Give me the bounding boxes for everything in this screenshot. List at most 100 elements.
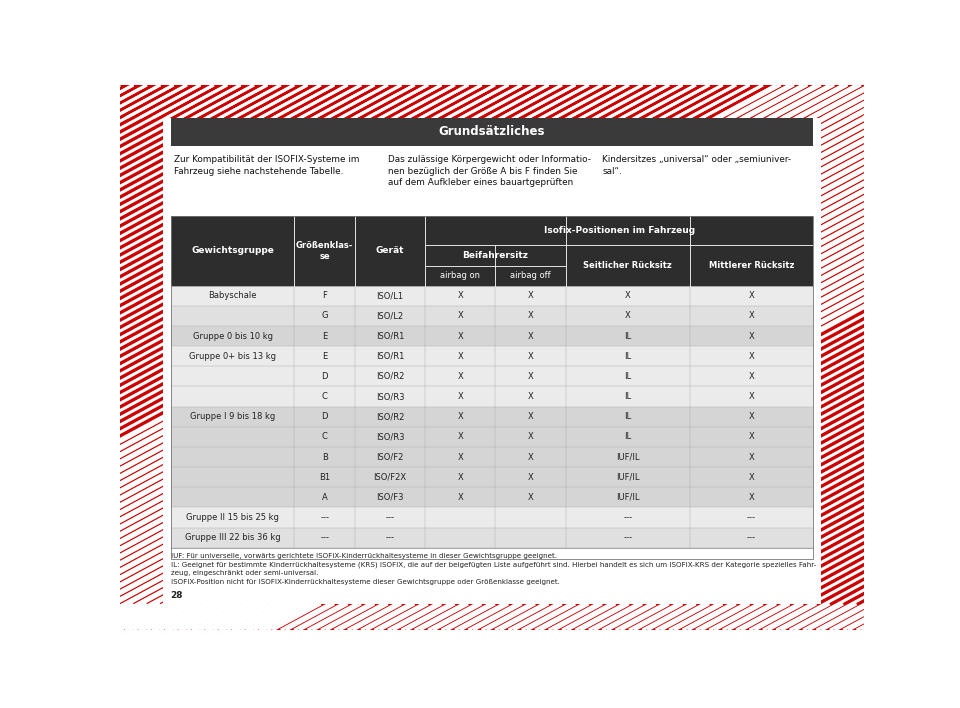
Text: F: F [323,291,327,300]
Text: A: A [322,493,327,502]
Text: X: X [528,331,534,341]
Text: X: X [625,291,631,300]
Text: Gerät: Gerät [375,246,404,255]
Text: X: X [457,392,463,401]
Text: ISO/R3: ISO/R3 [375,433,404,441]
Text: Grundsätzliches: Grundsätzliches [439,125,545,138]
Text: X: X [457,473,463,481]
Text: ISO/R1: ISO/R1 [375,352,404,360]
Text: X: X [528,433,534,441]
Text: X: X [749,473,755,481]
Text: ---: --- [320,533,329,542]
Text: ISO/R1: ISO/R1 [375,331,404,341]
Text: X: X [749,352,755,360]
Text: ---: --- [623,533,632,542]
Text: ---: --- [747,533,756,542]
Text: X: X [457,433,463,441]
Bar [171,527,813,548]
Text: X: X [749,372,755,381]
Text: X: X [528,392,534,401]
Text: X: X [749,412,755,421]
Bar [171,216,813,285]
Text: X: X [749,493,755,502]
Text: Beifahrersitz: Beifahrersitz [463,251,528,260]
Bar [171,487,813,508]
Text: IL: IL [624,433,631,441]
Text: X: X [457,412,463,421]
Bar [171,366,813,387]
Bar [171,387,813,406]
Text: IUF/IL: IUF/IL [616,473,639,481]
Bar [120,85,163,630]
Text: X: X [749,291,755,300]
Text: IUF/IL: IUF/IL [616,493,639,502]
Text: Gewichtsgruppe: Gewichtsgruppe [191,246,274,255]
Text: X: X [457,312,463,320]
Text: D: D [322,372,328,381]
Text: D: D [322,412,328,421]
Bar [171,326,813,346]
Text: X: X [457,493,463,502]
Text: Gruppe 0+ bis 13 kg: Gruppe 0+ bis 13 kg [189,352,276,360]
Text: B1: B1 [319,473,330,481]
Text: ISO/L1: ISO/L1 [376,291,403,300]
Text: ISO/F2X: ISO/F2X [373,473,406,481]
Bar [171,285,813,306]
Bar [163,118,821,604]
Text: Mittlerer Rücksitz: Mittlerer Rücksitz [708,261,794,270]
Text: ISO/L2: ISO/L2 [376,312,403,320]
Text: X: X [625,312,631,320]
Text: X: X [528,412,534,421]
Text: X: X [749,331,755,341]
Text: ISO/F2: ISO/F2 [376,452,403,462]
Text: IL: IL [624,372,631,381]
Text: ---: --- [747,513,756,522]
Bar [171,427,813,447]
Text: X: X [528,352,534,360]
Text: G: G [322,312,328,320]
Text: airbag on: airbag on [441,271,480,280]
Text: Gruppe 0 bis 10 kg: Gruppe 0 bis 10 kg [193,331,273,341]
Text: Größenklas-
se: Größenklas- se [296,241,353,261]
Text: IL: IL [624,352,631,360]
Text: ---: --- [320,513,329,522]
Text: C: C [322,392,327,401]
Bar [171,406,813,427]
Text: ISO/R2: ISO/R2 [375,412,404,421]
Text: X: X [528,493,534,502]
Text: Babyschale: Babyschale [208,291,256,300]
Text: X: X [749,433,755,441]
Text: X: X [749,392,755,401]
Text: IL: IL [624,392,631,401]
Text: X: X [528,312,534,320]
Text: IL: IL [624,331,631,341]
Text: ---: --- [623,513,632,522]
Text: IUF/IL: IUF/IL [616,452,639,462]
Text: ---: --- [385,533,395,542]
Text: ISO/R3: ISO/R3 [375,392,404,401]
Text: X: X [457,352,463,360]
Text: Gruppe II 15 bis 25 kg: Gruppe II 15 bis 25 kg [186,513,279,522]
Text: Gruppe III 22 bis 36 kg: Gruppe III 22 bis 36 kg [184,533,280,542]
Text: X: X [528,291,534,300]
Text: Kindersitzes „universal“ oder „semiuniver-
sal“.: Kindersitzes „universal“ oder „semiunive… [602,155,791,176]
Text: X: X [749,312,755,320]
Text: X: X [457,372,463,381]
Text: Seitlicher Rücksitz: Seitlicher Rücksitz [584,261,672,270]
Bar [171,118,813,146]
Text: X: X [528,372,534,381]
Text: ISO/F3: ISO/F3 [376,493,403,502]
Text: X: X [457,452,463,462]
Text: X: X [457,331,463,341]
Bar [120,85,864,118]
Text: X: X [528,452,534,462]
Text: IL: IL [624,412,631,421]
Text: airbag off: airbag off [510,271,551,280]
Text: ---: --- [385,513,395,522]
Bar [171,346,813,366]
Bar [171,447,813,467]
Text: E: E [322,331,327,341]
Text: Gruppe I 9 bis 18 kg: Gruppe I 9 bis 18 kg [190,412,276,421]
Bar [171,467,813,487]
Text: Das zulässige Körpergewicht oder Informatio-
nen bezüglich der Größe A bis F fin: Das zulässige Körpergewicht oder Informa… [388,155,590,188]
